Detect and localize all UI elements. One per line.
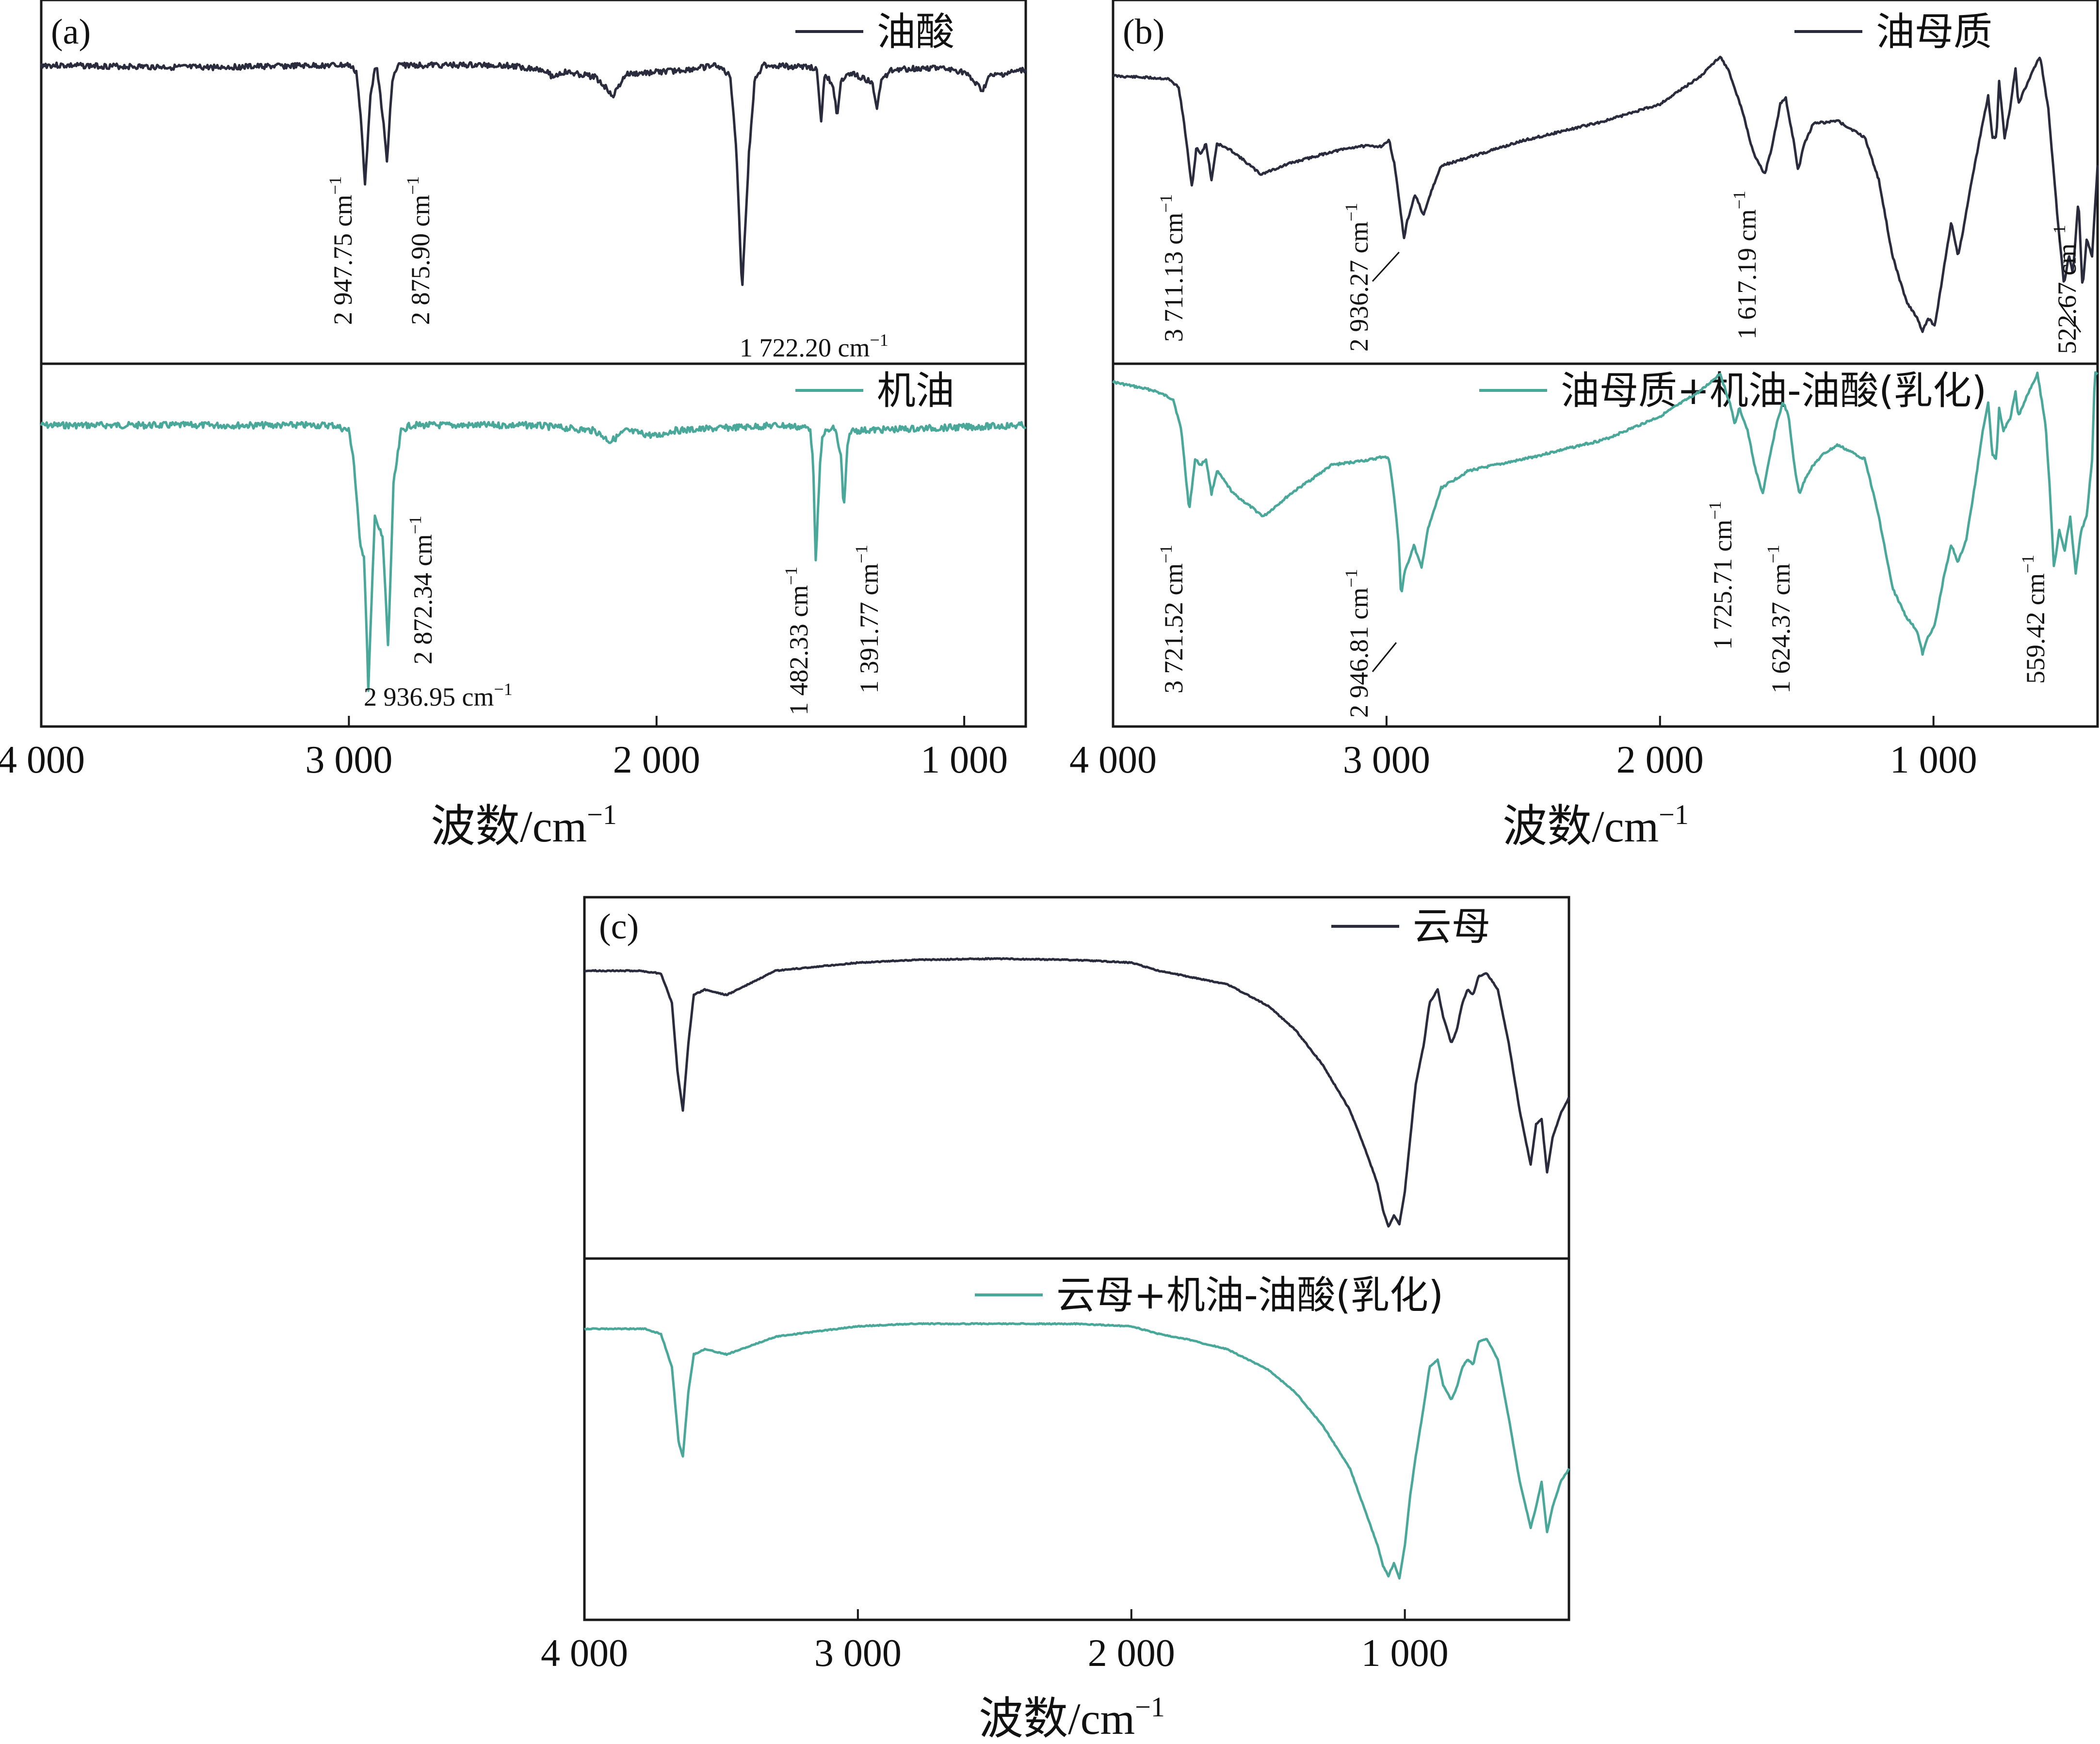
peak-annotation-b-5: 2 946.81 cm−1: [1341, 569, 1373, 718]
peak-annotation-a-6: 1 391.77 cm−1: [852, 545, 884, 694]
xtick-label-a-2: 2 000: [613, 739, 700, 781]
series-line-c-0: [584, 957, 1570, 1228]
panel-c: (c) 云母 云母+机油-油酸(乳化) 4 000 3 000 2 000 1 000…: [541, 896, 1570, 1744]
peak-annotation-b-1: 2 936.27 cm−1: [1341, 203, 1373, 352]
peak-annotation-a-4: 2 936.95 cm−1: [364, 679, 513, 711]
legend-label-a-0: 油酸: [877, 9, 954, 54]
panel-b-annotations: 3 711.13 cm−1 2 936.27 cm−1 1 617.19 cm−1 5…: [1156, 191, 2082, 718]
panel-a-annotations: 2 947.75 cm−1 2 875.90 cm−1 1 722.20 cm−1 2…: [325, 176, 888, 715]
panel-b: (b) 油母质 油母质+机油-油酸(乳化) 3 711.13 cm−1 2 936…: [1069, 0, 2099, 851]
xtick-label-c-3: 1 000: [1361, 1632, 1449, 1675]
panel-a: (a) 油酸 机油 2 947.75 cm−1 2 875.90 cm−1 1 72…: [0, 0, 1027, 851]
xtick-label-b-2: 2 000: [1616, 739, 1704, 781]
panel-c-series: [584, 957, 1570, 1580]
legend-label-c-1: 云母+机油-油酸(乳化): [1056, 1273, 1443, 1318]
xtick-label-c-1: 3 000: [814, 1632, 902, 1675]
xtick-label-b-1: 3 000: [1343, 739, 1430, 781]
panel-c-xticks: 4 000 3 000 2 000 1 000: [541, 1609, 1449, 1675]
panel-a-legend-0: 油酸: [795, 9, 954, 54]
peak-annotation-a-0: 2 947.75 cm−1: [325, 176, 357, 325]
peak-annotation-b-2: 1 617.19 cm−1: [1729, 191, 1761, 339]
xtick-label-a-3: 1 000: [921, 739, 1008, 781]
peak-annotation-b-3: 522.67 cm−1: [2050, 225, 2082, 354]
peak-annotation-b-0: 3 711.13 cm−1: [1156, 194, 1188, 342]
series-line-a-1: [40, 420, 1027, 692]
legend-label-b-1: 油母质+机油-油酸(乳化): [1561, 368, 1987, 413]
peak-annotation-a-5: 1 482.33 cm−1: [781, 566, 813, 715]
series-line-c-1: [584, 1322, 1570, 1580]
series-line-a-0: [40, 61, 1027, 286]
panel-b-legend-1: 油母质+机油-油酸(乳化): [1479, 368, 1987, 413]
peak-annotation-a-2: 1 722.20 cm−1: [740, 330, 888, 362]
xtick-label-c-2: 2 000: [1088, 1632, 1175, 1675]
series-line-b-0: [1112, 55, 2099, 333]
annotation-arrow-b-1: [1372, 251, 1400, 282]
peak-annotation-b-7: 1 624.37 cm−1: [1763, 545, 1795, 694]
xtick-label-b-3: 1 000: [1890, 739, 1977, 781]
xtick-label-c-0: 4 000: [541, 1632, 628, 1675]
panel-a-legend-1: 机油: [795, 368, 954, 413]
peak-annotation-b-6: 1 725.71 cm−1: [1705, 501, 1737, 650]
peak-annotation-a-3: 2 872.34 cm−1: [405, 516, 437, 664]
peak-annotation-a-1: 2 875.90 cm−1: [403, 176, 435, 325]
panel-c-legend-1: 云母+机油-油酸(乳化): [975, 1273, 1443, 1318]
panel-a-xlabel: 波数/cm−1: [431, 799, 617, 851]
panel-c-xlabel: 波数/cm−1: [979, 1691, 1165, 1744]
xtick-label-a-0: 4 000: [0, 739, 85, 781]
peak-annotation-b-4: 3 721.52 cm−1: [1156, 545, 1188, 694]
annotation-arrow-b-3: [2058, 303, 2082, 333]
panel-b-label: (b): [1123, 12, 1164, 52]
panel-a-label: (a): [51, 12, 91, 52]
panel-c-legend-0: 云母: [1331, 904, 1490, 949]
series-line-b-1: [1112, 371, 2099, 656]
panel-b-legend-0: 油母质: [1794, 9, 1992, 54]
legend-label-c-0: 云母: [1413, 904, 1490, 949]
panel-b-series: [1112, 55, 2099, 656]
xtick-label-a-1: 3 000: [305, 739, 392, 781]
panel-b-xticks: 4 000 3 000 2 000 1 000: [1069, 716, 1977, 781]
legend-label-b-0: 油母质: [1876, 9, 1992, 54]
peak-annotation-b-8: 559.42 cm−1: [2018, 555, 2050, 684]
panel-a-xticks: 4 000 3 000 2 000 1 000: [0, 716, 1008, 781]
annotation-arrow-b-5: [1372, 642, 1397, 672]
panel-a-series: [40, 61, 1027, 692]
legend-label-a-1: 机油: [877, 368, 954, 413]
xtick-label-b-0: 4 000: [1069, 739, 1157, 781]
panel-c-label: (c): [599, 907, 639, 947]
panel-b-xlabel: 波数/cm−1: [1502, 799, 1689, 851]
